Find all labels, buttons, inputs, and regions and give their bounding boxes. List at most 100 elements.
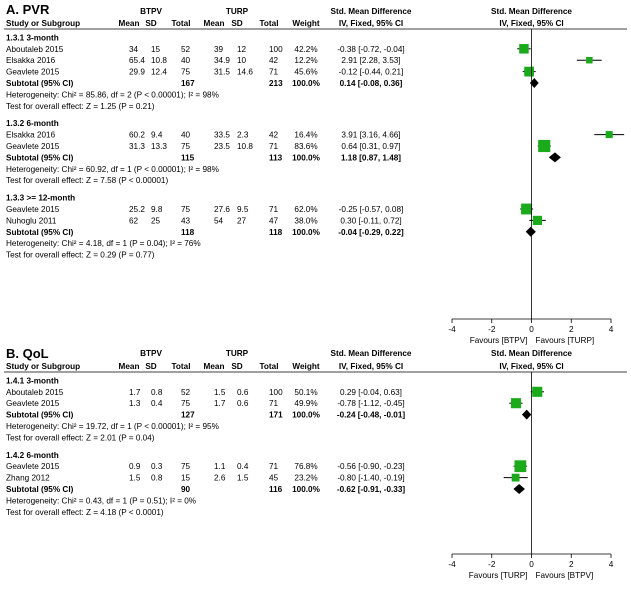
- exp-mean: 1.3: [129, 399, 141, 408]
- exp-mean: 62: [129, 216, 139, 225]
- panel-title: A. PVR: [6, 2, 50, 17]
- study-effect-square: [521, 204, 532, 215]
- subtotal-diamond: [522, 410, 531, 420]
- exp-mean: 0.9: [129, 462, 141, 471]
- ctl-mean: 2.6: [214, 474, 226, 483]
- ctl-sd: 14.6: [237, 68, 253, 77]
- ctl-total-header: Total: [260, 362, 279, 371]
- favours-right-label: Favours [TURP]: [536, 336, 595, 345]
- subtotal-diamond: [526, 227, 536, 237]
- ctl-sd: 9.5: [237, 205, 249, 214]
- subtotal-ci: 1.18 [0.87, 1.48]: [341, 153, 401, 162]
- subtotal-weight: 100.0%: [292, 411, 320, 420]
- study-ci: -0.12 [-0.44, 0.21]: [339, 68, 404, 77]
- ctl-sd-header: SD: [231, 19, 242, 28]
- x-axis-tick-label: -2: [488, 325, 496, 334]
- study-ci: 2.91 [2.28, 3.53]: [341, 56, 400, 65]
- ctl-total: 71: [269, 142, 279, 151]
- exp-sd: 10.8: [151, 56, 167, 65]
- ctl-total: 42: [269, 56, 279, 65]
- ctl-total: 100: [269, 45, 283, 54]
- study-column-header: Study or Subgroup: [6, 362, 80, 371]
- subtotal-exp-total: 115: [181, 153, 195, 162]
- overall-effect-text: Test for overall effect: Z = 1.25 (P = 0…: [6, 102, 155, 111]
- experimental-group-header: BTPV: [140, 7, 162, 16]
- study-weight: 16.4%: [294, 131, 317, 140]
- subtotal-weight: 100.0%: [292, 485, 320, 494]
- plot-column-header: Std. Mean Difference: [491, 349, 572, 358]
- study-name: Geavlete 2015: [6, 68, 60, 77]
- subtotal-exp-total: 127: [181, 411, 195, 420]
- study-effect-square: [606, 131, 613, 138]
- overall-effect-text: Test for overall effect: Z = 7.58 (P < 0…: [6, 176, 168, 185]
- study-ci: -0.80 [-1.40, -0.19]: [337, 474, 404, 483]
- subtotal-label: Subtotal (95% CI): [6, 485, 74, 494]
- study-weight: 42.2%: [294, 45, 317, 54]
- study-weight: 62.0%: [294, 205, 317, 214]
- subtotal-ctl-total: 213: [269, 79, 283, 88]
- ctl-total: 71: [269, 68, 279, 77]
- ctl-total: 71: [269, 462, 279, 471]
- plot-ci-header: IV, Fixed, 95% CI: [499, 19, 563, 28]
- ctl-sd: 27: [237, 216, 247, 225]
- ctl-sd: 10: [237, 56, 247, 65]
- study-weight: 12.2%: [294, 56, 317, 65]
- study-name: Geavlete 2015: [6, 205, 60, 214]
- exp-total-header: Total: [172, 362, 191, 371]
- heterogeneity-text: Heterogeneity: Chi² = 85.86, df = 2 (P <…: [6, 90, 219, 99]
- ctl-mean: 1.1: [214, 462, 226, 471]
- study-effect-square: [512, 474, 520, 482]
- exp-total: 75: [181, 68, 191, 77]
- subtotal-label: Subtotal (95% CI): [6, 228, 74, 237]
- experimental-group-header: BTPV: [140, 349, 162, 358]
- x-axis-tick-label: -4: [448, 560, 456, 569]
- study-ci: 0.64 [0.31, 0.97]: [341, 142, 400, 151]
- ctl-mean: 1.7: [214, 399, 226, 408]
- study-ci: -0.38 [-0.72, -0.04]: [337, 45, 404, 54]
- ctl-mean: 1.5: [214, 388, 226, 397]
- study-ci: 3.91 [3.16, 4.66]: [341, 131, 400, 140]
- ctl-total-header: Total: [260, 19, 279, 28]
- exp-sd: 12.4: [151, 68, 167, 77]
- x-axis-tick-label: 2: [569, 560, 574, 569]
- ctl-mean: 27.6: [214, 205, 230, 214]
- exp-total-header: Total: [172, 19, 191, 28]
- ctl-total: 47: [269, 216, 279, 225]
- favours-left-label: Favours [TURP]: [469, 571, 528, 580]
- exp-mean: 60.2: [129, 131, 145, 140]
- subtotal-weight: 100.0%: [292, 228, 320, 237]
- ctl-mean: 34.9: [214, 56, 230, 65]
- ctl-mean: 31.5: [214, 68, 230, 77]
- ctl-mean: 33.5: [214, 131, 230, 140]
- study-name: Nuhoglu 2011: [6, 216, 57, 225]
- favours-right-label: Favours [BTPV]: [536, 571, 594, 580]
- exp-total: 40: [181, 131, 191, 140]
- study-ci: 0.30 [-0.11, 0.72]: [340, 216, 401, 225]
- effect-column-header: Std. Mean Difference: [331, 349, 412, 358]
- subtotal-diamond: [549, 152, 561, 162]
- ctl-sd-header: SD: [231, 362, 242, 371]
- x-axis-tick-label: 4: [609, 560, 614, 569]
- favours-left-label: Favours [BTPV]: [470, 336, 528, 345]
- subtotal-exp-total: 90: [181, 485, 191, 494]
- exp-mean: 1.5: [129, 474, 141, 483]
- weight-header: Weight: [292, 19, 319, 28]
- subtotal-ctl-total: 118: [269, 228, 283, 237]
- subtotal-weight: 100.0%: [292, 153, 320, 162]
- subtotal-diamond: [513, 484, 525, 494]
- x-axis-tick-label: 2: [569, 325, 574, 334]
- exp-sd: 15: [151, 45, 161, 54]
- study-name: Elsakka 2016: [6, 56, 56, 65]
- effect-ci-header: IV, Fixed, 95% CI: [339, 19, 403, 28]
- x-axis-tick-label: 0: [529, 560, 534, 569]
- subtotal-ci: 0.14 [-0.08, 0.36]: [340, 79, 403, 88]
- ctl-sd: 2.3: [237, 131, 249, 140]
- plot-ci-header: IV, Fixed, 95% CI: [499, 362, 563, 371]
- study-weight: 23.2%: [294, 474, 317, 483]
- study-ci: -0.56 [-0.90, -0.23]: [337, 462, 404, 471]
- study-weight: 83.6%: [294, 142, 317, 151]
- exp-sd: 0.8: [151, 474, 163, 483]
- exp-sd-header: SD: [145, 19, 156, 28]
- subgroup-label: 1.3.3 >= 12-month: [6, 194, 75, 203]
- subtotal-ctl-total: 113: [269, 153, 283, 162]
